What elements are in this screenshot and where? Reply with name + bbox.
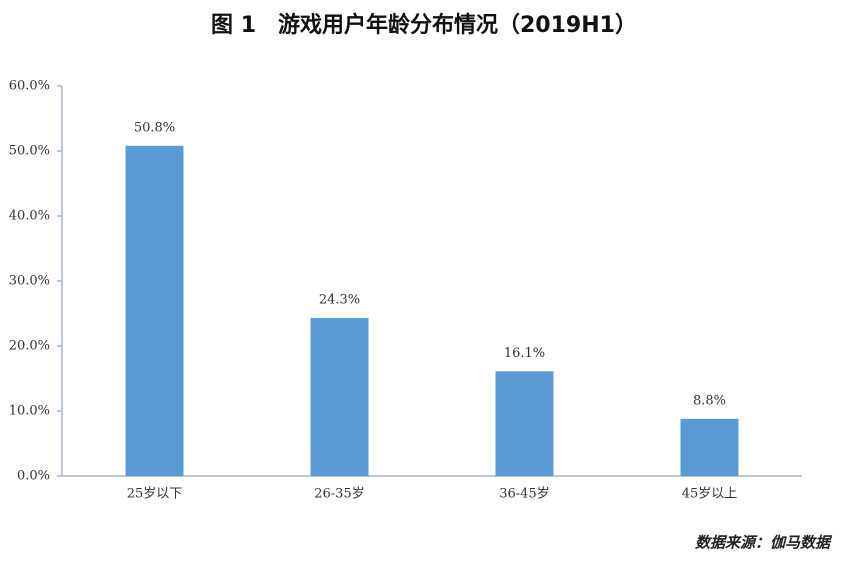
data-label: 50.8%: [134, 120, 175, 135]
y-tick-label: 20.0%: [9, 339, 50, 354]
bar: [310, 318, 369, 476]
y-tick-label: 40.0%: [9, 209, 50, 224]
data-label: 24.3%: [319, 293, 360, 308]
y-tick-label: 0.0%: [17, 469, 50, 484]
y-tick-label: 10.0%: [9, 404, 50, 419]
x-tick-label: 25岁以下: [127, 487, 183, 502]
y-tick-label: 60.0%: [9, 79, 50, 94]
source-note: 数据来源：伽马数据: [695, 534, 833, 552]
bar: [495, 371, 554, 476]
x-tick-label: 45岁以上: [682, 487, 738, 502]
x-tick-label: 36-45岁: [499, 487, 549, 502]
x-tick-label: 26-35岁: [314, 487, 364, 502]
y-tick-label: 50.0%: [9, 144, 50, 159]
bar: [680, 418, 739, 476]
chart-title: 图 1 游戏用户年龄分布情况（2019H1）: [211, 12, 637, 38]
y-tick-label: 30.0%: [9, 274, 50, 289]
data-label: 16.1%: [504, 346, 545, 361]
bar: [125, 145, 184, 477]
data-label: 8.8%: [693, 393, 726, 408]
